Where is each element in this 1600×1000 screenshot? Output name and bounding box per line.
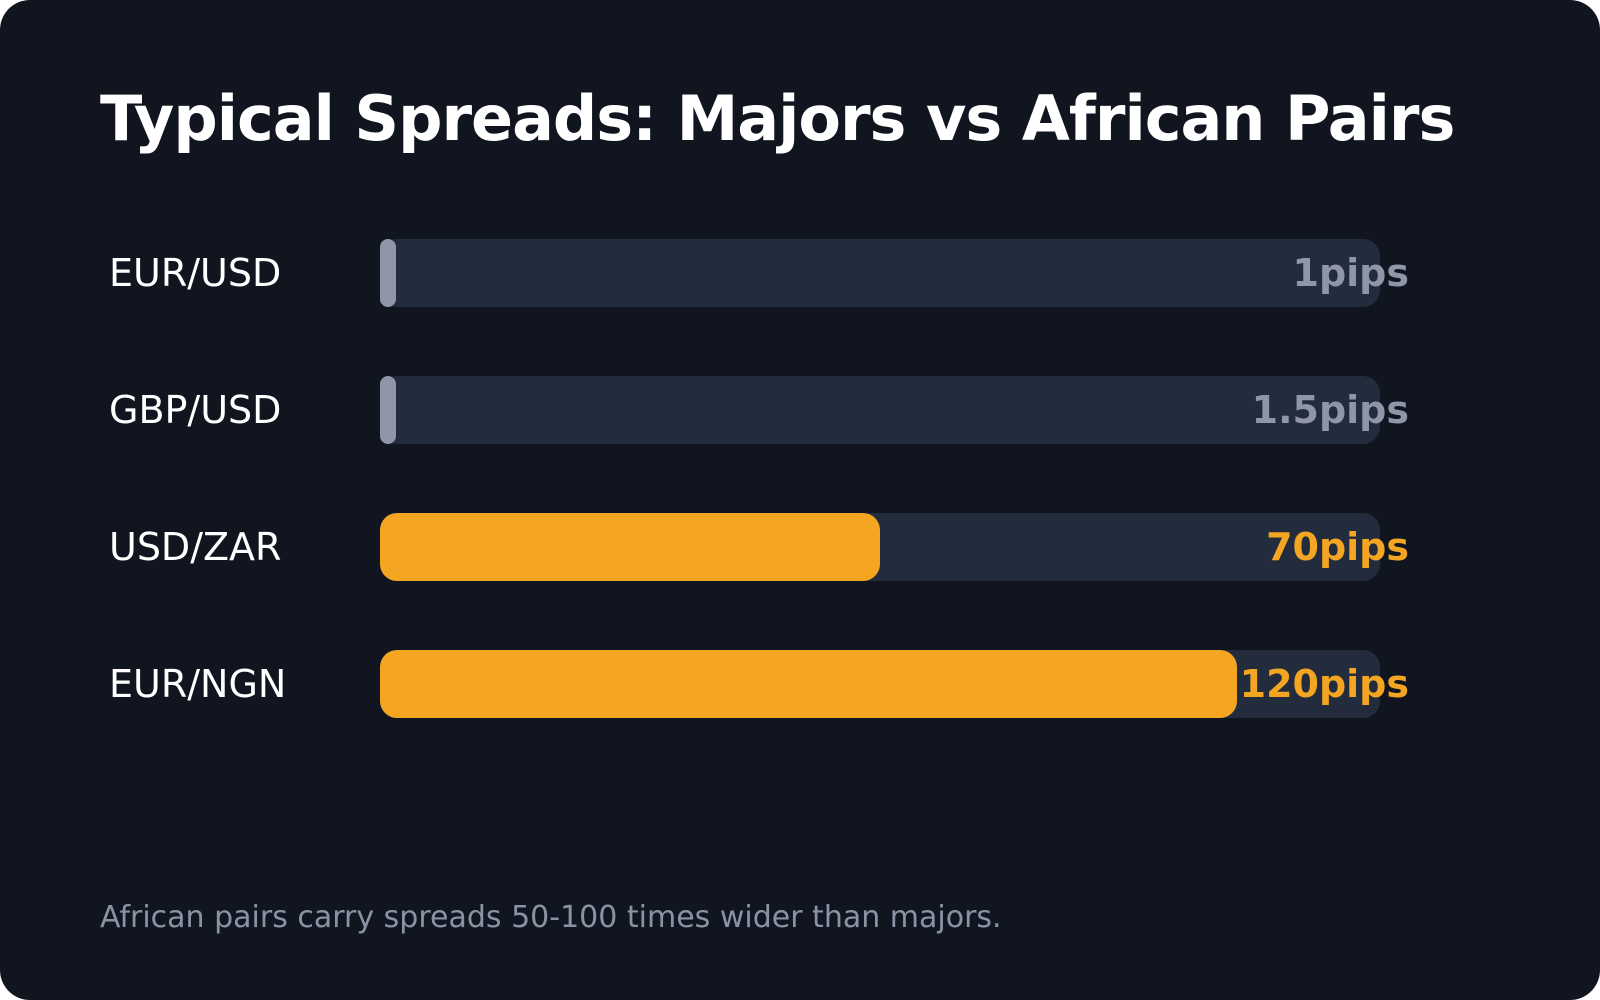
value-label: 120pips	[1239, 662, 1409, 706]
bar-track	[380, 239, 1380, 307]
value-label: 70pips	[1266, 525, 1409, 569]
category-label: EUR/NGN	[109, 662, 287, 706]
bar-eur-usd	[380, 239, 396, 307]
value-label: 1.5pips	[1251, 388, 1409, 432]
category-label: EUR/USD	[109, 251, 282, 295]
value-label: 1pips	[1292, 251, 1410, 295]
category-label: USD/ZAR	[109, 525, 282, 569]
bar-eur-ngn	[380, 650, 1238, 718]
chart-footnote: African pairs carry spreads 50-100 times…	[100, 900, 1002, 935]
bar-gbp-usd	[380, 376, 396, 444]
category-label: GBP/USD	[109, 388, 282, 432]
chart-title: Typical Spreads: Majors vs African Pairs	[100, 82, 1455, 155]
bar-usd-zar	[380, 513, 880, 581]
bar-track	[380, 376, 1380, 444]
